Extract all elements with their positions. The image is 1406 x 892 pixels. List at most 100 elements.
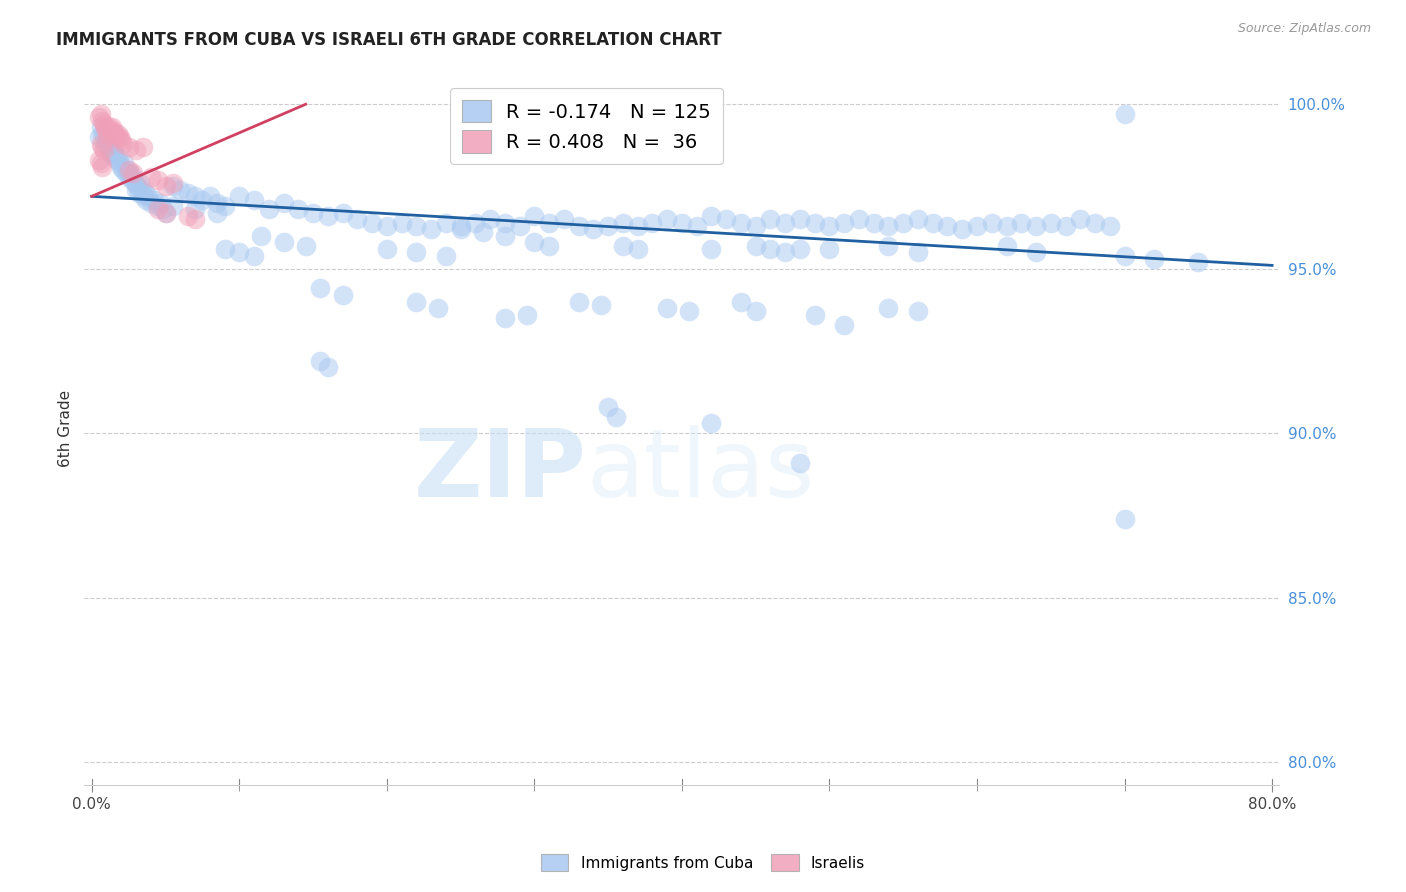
Point <box>995 219 1018 233</box>
Point <box>205 206 228 220</box>
Point <box>759 242 782 256</box>
Point <box>700 416 723 430</box>
Point <box>110 160 132 174</box>
Point <box>132 140 155 154</box>
Point <box>995 238 1018 252</box>
Point <box>96 123 118 137</box>
Text: atlas: atlas <box>586 425 814 517</box>
Point <box>434 216 457 230</box>
Point <box>98 136 121 151</box>
Point <box>1114 248 1136 262</box>
Point <box>420 222 443 236</box>
Point <box>789 212 811 227</box>
Point <box>598 219 620 233</box>
Point <box>121 173 143 187</box>
Point <box>243 248 266 262</box>
Point <box>169 183 191 197</box>
Point <box>91 127 114 141</box>
Point <box>1114 511 1136 525</box>
Point <box>605 409 627 424</box>
Point <box>657 301 679 315</box>
Point <box>108 156 131 170</box>
Point <box>877 238 900 252</box>
Point <box>100 123 122 137</box>
Point <box>523 209 546 223</box>
Point <box>759 212 782 227</box>
Point <box>309 281 332 295</box>
Point <box>111 163 134 178</box>
Point <box>1039 216 1062 230</box>
Point <box>685 219 707 233</box>
Point <box>877 301 900 315</box>
Point <box>97 127 120 141</box>
Y-axis label: 6th Grade: 6th Grade <box>58 390 73 467</box>
Point <box>122 166 145 180</box>
Point <box>671 216 693 230</box>
Point <box>907 304 929 318</box>
Point <box>176 186 198 200</box>
Point <box>87 130 110 145</box>
Point <box>744 219 766 233</box>
Point <box>117 140 139 154</box>
Point <box>494 228 516 243</box>
Point <box>568 294 591 309</box>
Point <box>773 245 796 260</box>
Point <box>773 216 796 230</box>
Point <box>891 216 914 230</box>
Point <box>214 199 236 213</box>
Point <box>302 206 325 220</box>
Point <box>115 163 138 178</box>
Point <box>105 153 128 168</box>
Point <box>538 216 561 230</box>
Point <box>1069 212 1091 227</box>
Point <box>612 238 634 252</box>
Point <box>589 298 612 312</box>
Point <box>936 219 959 233</box>
Point <box>112 156 135 170</box>
Point <box>142 193 165 207</box>
Point <box>427 301 450 315</box>
Point <box>523 235 546 250</box>
Point <box>464 216 486 230</box>
Point <box>405 245 427 260</box>
Point <box>1187 255 1209 269</box>
Point <box>361 216 384 230</box>
Point <box>803 308 825 322</box>
Point <box>744 238 766 252</box>
Point <box>471 226 494 240</box>
Point <box>309 353 332 368</box>
Point <box>641 216 664 230</box>
Point <box>90 120 112 135</box>
Point <box>700 242 723 256</box>
Point <box>538 238 561 252</box>
Point <box>91 160 114 174</box>
Point <box>316 209 339 223</box>
Point <box>155 179 177 194</box>
Point <box>582 222 605 236</box>
Point <box>105 130 128 145</box>
Point <box>228 189 250 203</box>
Point <box>184 212 207 227</box>
Point <box>1143 252 1166 266</box>
Point <box>117 163 139 178</box>
Text: ZIP: ZIP <box>413 425 586 517</box>
Point <box>90 136 112 151</box>
Point <box>104 146 127 161</box>
Point <box>134 186 156 200</box>
Point <box>950 222 973 236</box>
Point <box>553 212 575 227</box>
Point <box>96 133 118 147</box>
Point <box>375 242 398 256</box>
Point <box>862 216 884 230</box>
Point <box>127 179 149 194</box>
Point <box>273 235 295 250</box>
Point <box>789 456 811 470</box>
Point <box>1025 245 1047 260</box>
Point <box>176 209 198 223</box>
Point <box>907 245 929 260</box>
Point <box>257 202 280 217</box>
Point <box>332 288 354 302</box>
Point <box>128 186 150 200</box>
Point <box>91 140 114 154</box>
Point <box>205 195 228 210</box>
